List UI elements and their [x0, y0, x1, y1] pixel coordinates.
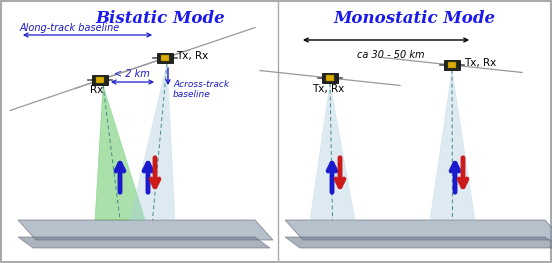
- Polygon shape: [285, 220, 552, 240]
- Text: Rx: Rx: [91, 85, 104, 95]
- Polygon shape: [18, 237, 270, 248]
- Polygon shape: [130, 63, 175, 220]
- Text: Tx, Rx: Tx, Rx: [464, 58, 496, 68]
- Text: Along-track baseline: Along-track baseline: [20, 23, 120, 33]
- Polygon shape: [18, 220, 273, 240]
- FancyBboxPatch shape: [161, 55, 169, 60]
- FancyBboxPatch shape: [92, 75, 108, 85]
- FancyBboxPatch shape: [444, 60, 460, 70]
- Polygon shape: [95, 85, 145, 220]
- FancyBboxPatch shape: [326, 75, 334, 80]
- Text: < 2 km: < 2 km: [114, 69, 150, 79]
- Text: Bistatic Mode: Bistatic Mode: [95, 10, 225, 27]
- Text: Tx, Rx: Tx, Rx: [176, 51, 208, 61]
- Text: Monostatic Mode: Monostatic Mode: [334, 10, 496, 27]
- Polygon shape: [310, 83, 355, 220]
- FancyBboxPatch shape: [96, 77, 104, 83]
- FancyBboxPatch shape: [322, 73, 338, 83]
- Text: Across-track
baseline: Across-track baseline: [173, 80, 229, 99]
- Text: ca 30 - 50 km: ca 30 - 50 km: [357, 50, 424, 60]
- Polygon shape: [430, 70, 475, 220]
- FancyBboxPatch shape: [448, 62, 456, 68]
- Polygon shape: [285, 237, 552, 248]
- Text: Tx, Rx: Tx, Rx: [312, 84, 344, 94]
- FancyBboxPatch shape: [157, 53, 173, 63]
